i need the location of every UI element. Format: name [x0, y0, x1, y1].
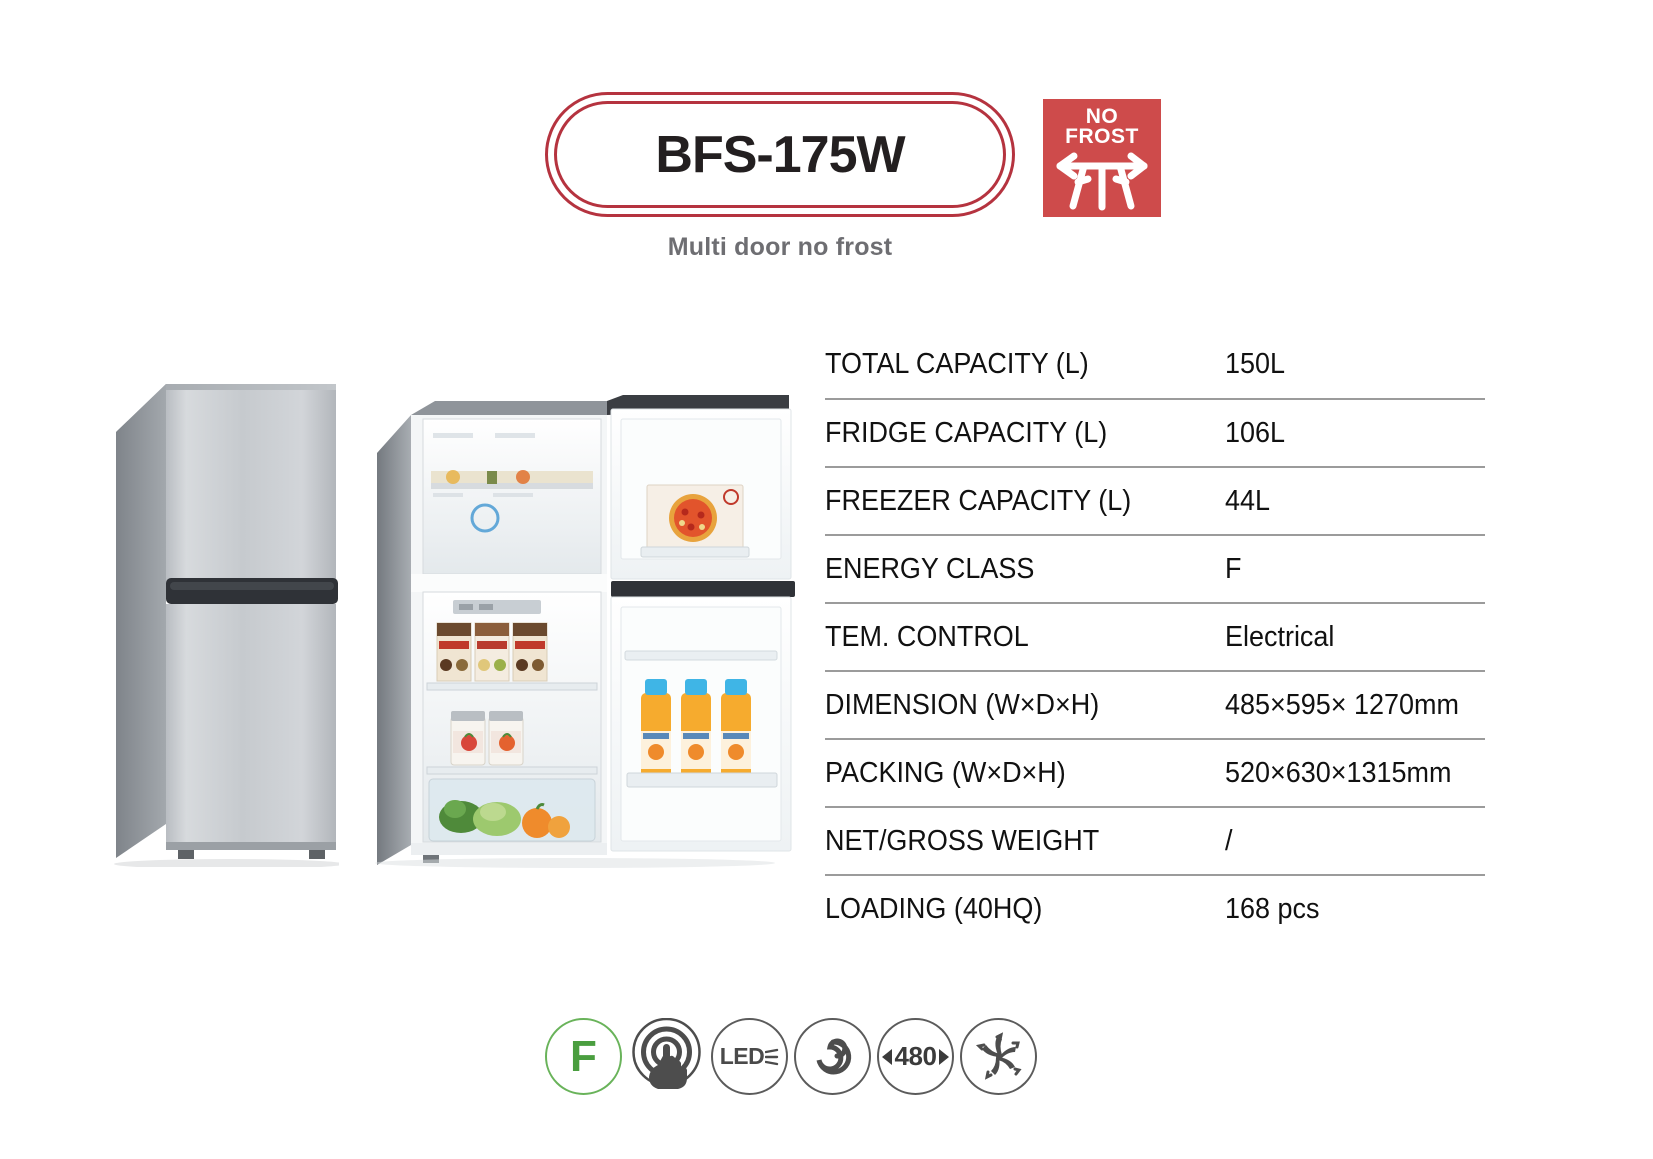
refrigerator-open-view [375, 375, 795, 870]
touch-control-icon [628, 1018, 705, 1095]
spec-label: ENERGY CLASS [825, 552, 1035, 585]
table-row: FREEZER CAPACITY (L) 44L [825, 466, 1485, 534]
spec-label: LOADING (40HQ) [825, 892, 1043, 925]
table-row: DIMENSION (W×D×H) 485×595× 1270mm [825, 670, 1485, 738]
spec-value: 44L [1225, 484, 1271, 517]
spec-label: DIMENSION (W×D×H) [825, 688, 1100, 721]
refrigerator-closed-view [104, 372, 344, 869]
spec-label: TOTAL CAPACITY (L) [825, 347, 1089, 380]
no-frost-line2: FROST [1065, 124, 1139, 148]
multi-airflow-fan-icon [960, 1018, 1037, 1095]
header-block: BFS-175W Multi door no frost [545, 92, 1015, 262]
page-title: BFS-175W [655, 125, 905, 184]
no-frost-label: NO FROST [1065, 105, 1139, 148]
led-label: LED [719, 1043, 765, 1069]
table-row: FRIDGE CAPACITY (L) 106L [825, 398, 1485, 466]
energy-class-f-icon: F [545, 1018, 622, 1095]
spec-value: 106L [1225, 416, 1285, 449]
model-pill-inner-border: BFS-175W [554, 101, 1006, 208]
spec-value: 485×595× 1270mm [1225, 688, 1459, 721]
spiral-airflow-icon [794, 1018, 871, 1095]
spec-value: Electrical [1225, 620, 1335, 653]
model-pill: BFS-175W [545, 92, 1015, 217]
width-value-label: 480 [894, 1041, 937, 1071]
table-row: ENERGY CLASS F [825, 534, 1485, 602]
spec-value: 150L [1225, 347, 1285, 380]
spec-label: PACKING (W×D×H) [825, 756, 1066, 789]
table-row: TEM. CONTROL Electrical [825, 602, 1485, 670]
feature-icon-strip: F LED [545, 1018, 1037, 1095]
energy-class-letter: F [570, 1031, 597, 1081]
spec-label: NET/GROSS WEIGHT [825, 824, 1100, 857]
led-light-icon: LED [711, 1018, 788, 1095]
table-row: LOADING (40HQ) 168 pcs [825, 874, 1485, 942]
snowflake-branch-icon [1054, 149, 1150, 216]
spec-label: TEM. CONTROL [825, 620, 1029, 653]
product-subtitle: Multi door no frost [667, 233, 893, 261]
no-frost-line1: NO [1085, 105, 1119, 128]
spec-label: FREEZER CAPACITY (L) [825, 484, 1132, 517]
width-480-icon: 480 [877, 1018, 954, 1095]
spec-label: FRIDGE CAPACITY (L) [825, 416, 1108, 449]
table-row: NET/GROSS WEIGHT / [825, 806, 1485, 874]
no-frost-badge: NO FROST [1043, 99, 1161, 217]
table-row: PACKING (W×D×H) 520×630×1315mm [825, 738, 1485, 806]
spec-value: 168 pcs [1225, 892, 1320, 925]
spec-value: 520×630×1315mm [1225, 756, 1452, 789]
table-row: TOTAL CAPACITY (L) 150L [825, 330, 1485, 398]
specification-table: TOTAL CAPACITY (L) 150L FRIDGE CAPACITY … [825, 330, 1485, 942]
spec-value: / [1225, 824, 1233, 857]
spec-value: F [1225, 552, 1242, 585]
